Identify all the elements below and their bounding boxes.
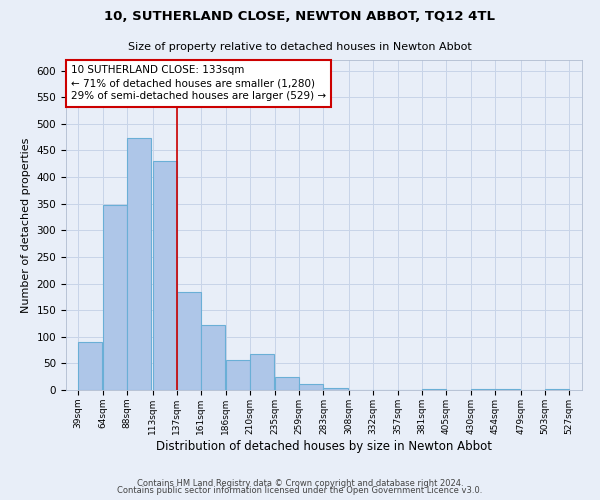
Y-axis label: Number of detached properties: Number of detached properties xyxy=(21,138,31,312)
Bar xyxy=(472,389,496,390)
Bar xyxy=(299,384,323,390)
Text: Contains HM Land Registry data © Crown copyright and database right 2024.: Contains HM Land Registry data © Crown c… xyxy=(137,478,463,488)
Bar xyxy=(78,342,102,390)
Bar xyxy=(201,324,225,390)
Bar xyxy=(127,138,151,390)
Text: Contains public sector information licensed under the Open Government Licence v3: Contains public sector information licen… xyxy=(118,486,482,495)
Text: 10 SUTHERLAND CLOSE: 133sqm
← 71% of detached houses are smaller (1,280)
29% of : 10 SUTHERLAND CLOSE: 133sqm ← 71% of det… xyxy=(71,65,326,102)
Text: 10, SUTHERLAND CLOSE, NEWTON ABBOT, TQ12 4TL: 10, SUTHERLAND CLOSE, NEWTON ABBOT, TQ12… xyxy=(104,10,496,23)
Bar xyxy=(176,292,201,390)
X-axis label: Distribution of detached houses by size in Newton Abbot: Distribution of detached houses by size … xyxy=(156,440,492,452)
Bar xyxy=(275,376,299,390)
Bar xyxy=(545,389,569,390)
Bar xyxy=(226,360,250,390)
Text: Size of property relative to detached houses in Newton Abbot: Size of property relative to detached ho… xyxy=(128,42,472,52)
Bar xyxy=(250,354,274,390)
Bar xyxy=(152,160,176,390)
Bar xyxy=(103,205,127,390)
Bar xyxy=(323,388,347,390)
